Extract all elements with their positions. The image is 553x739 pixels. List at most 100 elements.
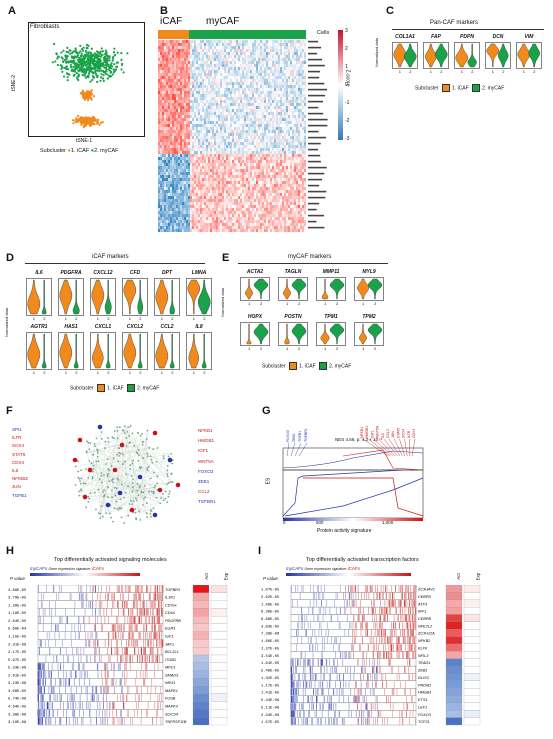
heatmap-cell [196,187,199,191]
heatmap-cell [204,55,207,59]
heatmap-cell [194,160,197,164]
heatmap-cell [240,76,243,80]
heatmap-cell [276,106,279,110]
heatmap-cell [276,190,279,194]
heatmap-cell [226,79,229,83]
mycaf-point [65,58,68,61]
heatmap-cell [286,127,289,131]
heatmap-cell [158,79,161,83]
heatmap-cell [294,133,297,137]
heatmap-cell [228,46,231,50]
heatmap-cell [194,52,197,56]
heatmap-cell [302,151,305,155]
heatmap-cell [262,115,265,119]
heatmap-cell [272,202,275,206]
heatmap-cell [184,52,187,56]
heatmap-cell [262,85,265,89]
heatmap-cell [242,70,245,74]
mycaf-point [81,68,84,71]
heatmap-cell [238,103,241,107]
heatmap-cell [162,166,165,170]
heatmap-cell [162,124,165,128]
heatmap-cell [266,181,269,185]
heatmap-cell [296,79,299,83]
heatmap-cell [174,109,177,113]
heatmap-cell [218,64,221,68]
heatmap-cell [198,205,201,209]
heatmap-cell [224,178,227,182]
heatmap-cell [274,115,277,119]
heatmap-cell [266,94,269,98]
heatmap-cell [304,127,306,131]
heatmap-cell [268,67,271,71]
heatmap-cell [226,55,229,59]
heatmap-cell [164,124,167,128]
heatmap-cell [262,208,265,212]
heatmap-cell [288,85,291,89]
heatmap-cell [216,142,219,146]
heatmap-cell [168,202,171,206]
heatmap-cell [244,70,247,74]
heatmap-cell [226,202,229,206]
heatmap-cell [196,199,199,203]
heatmap-cell [228,130,231,134]
heatmap-cell [166,79,169,83]
heatmap-cell [288,184,291,188]
heatmap-cell [190,55,193,59]
heatmap-cell [194,106,197,110]
heatmap-cell [236,100,239,104]
heatmap-cell [162,199,165,203]
heatmap-cell [248,118,251,122]
heatmap-cell [276,67,279,71]
heatmap-cell [298,115,301,119]
heatmap-cell [288,202,291,206]
heatmap-cell [206,175,209,179]
heatmap-cell [242,85,245,89]
heatmap-cell [188,187,191,191]
heatmap-cell [208,142,211,146]
heatmap-cell [204,175,207,179]
mycaf-point [109,71,112,74]
heatmap-cell [272,64,275,68]
heatmap-cell [224,43,227,47]
heatmap-cell [206,151,209,155]
heatmap-cell [198,112,201,116]
heatmap-cell [198,202,201,206]
heatmap-cell [196,139,199,143]
heatmap-cell [206,85,209,89]
heatmap-cell [294,142,297,146]
heatmap-cell [276,163,279,167]
heatmap-cell [172,115,175,119]
heatmap-cell [240,172,243,176]
heatmap-cell [220,154,223,158]
heatmap-cell [190,160,193,164]
mycaf-point [96,50,99,53]
panel-a-tsne-scatter [51,42,129,129]
heatmap-cell [302,112,305,116]
heatmap-cell [240,121,243,125]
heatmap-cell [284,208,287,212]
heatmap-cell [220,169,223,173]
heatmap-cell [298,106,301,110]
heatmap-cell [200,142,203,146]
heatmap-cell [212,130,215,134]
heatmap-cell [288,112,291,116]
heatmap-cell [292,73,295,77]
heatmap-cell [226,187,229,191]
heatmap-cell [228,121,231,125]
heatmap-cell [248,151,251,155]
heatmap-cell [172,199,175,203]
mycaf-point [108,59,111,62]
heatmap-cell [232,112,235,116]
heatmap-cell [204,85,207,89]
heatmap-cell [248,115,251,119]
heatmap-cell [224,49,227,53]
heatmap-cell [176,124,179,128]
heatmap-cell [168,40,171,44]
heatmap-cell [232,82,235,86]
heatmap-cell [202,100,205,104]
heatmap-cell [160,61,163,65]
heatmap-cell [178,109,181,113]
heatmap-cell [210,163,213,167]
heatmap-cell [176,184,179,188]
